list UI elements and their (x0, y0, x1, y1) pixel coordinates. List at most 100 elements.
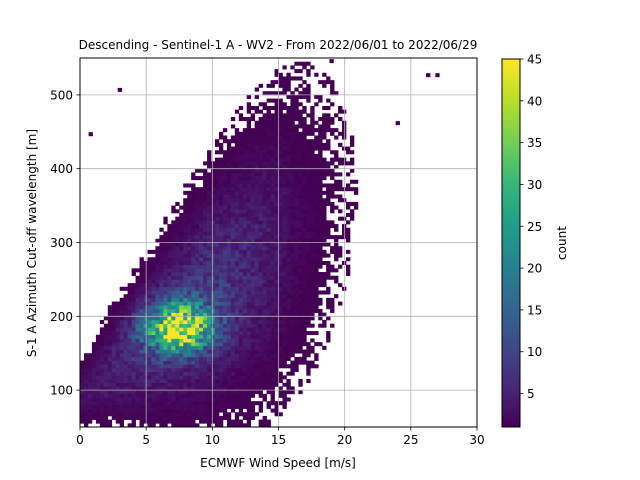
heatmap-cell (214, 382, 220, 387)
heatmap-cell (298, 290, 303, 295)
heatmap-cell (151, 349, 156, 354)
heatmap-cell (119, 360, 125, 365)
heatmap-cell (155, 327, 160, 332)
heatmap-cell (199, 408, 204, 413)
heatmap-cell (246, 168, 252, 173)
heatmap-cell (214, 257, 220, 262)
heatmap-cell (159, 297, 164, 302)
heatmap-cell (274, 404, 279, 409)
heatmap-cell (270, 135, 275, 140)
heatmap-cell (99, 397, 105, 402)
heatmap-cell (187, 275, 192, 280)
heatmap-cell (306, 176, 311, 181)
heatmap-cell (314, 209, 319, 214)
heatmap-cell (171, 423, 176, 427)
heatmap-cell (151, 323, 156, 328)
heatmap-cell (345, 238, 351, 243)
heatmap-cell (218, 386, 224, 391)
heatmap-cell (111, 364, 117, 369)
heatmap-cell (254, 172, 259, 177)
heatmap-cell (119, 327, 125, 332)
heatmap-cell (135, 390, 140, 395)
heatmap-cell (306, 212, 311, 218)
heatmap-cell (230, 242, 236, 247)
heatmap-cell (238, 235, 244, 240)
heatmap-cell (211, 231, 216, 236)
heatmap-cell (99, 349, 105, 354)
heatmap-cell (262, 415, 267, 420)
heatmap-cell (171, 272, 176, 277)
heatmap-cell (242, 216, 248, 221)
heatmap-cell (274, 179, 279, 184)
heatmap-cell (91, 382, 97, 387)
heatmap-cell (278, 349, 283, 354)
heatmap-cell (203, 356, 208, 361)
heatmap-cell (242, 253, 248, 258)
heatmap-cell (290, 183, 295, 188)
heatmap-cell (238, 146, 244, 151)
heatmap-cell (302, 209, 307, 214)
heatmap-cell (234, 231, 240, 236)
heatmap-cell (254, 268, 259, 273)
heatmap-cell (326, 227, 331, 232)
heatmap-cell (171, 386, 176, 391)
heatmap-cell (95, 382, 101, 387)
heatmap-cell (242, 290, 248, 295)
heatmap-cell (171, 371, 176, 376)
heatmap-cell (195, 312, 200, 317)
heatmap-cell (187, 397, 192, 402)
heatmap-cell (159, 382, 164, 387)
heatmap-cell (286, 87, 291, 92)
heatmap-cell (80, 412, 85, 417)
heatmap-cell (246, 238, 252, 243)
heatmap-cell (234, 331, 240, 336)
heatmap-cell (274, 139, 279, 144)
heatmap-cell (127, 283, 132, 288)
heatmap-cell (218, 242, 224, 247)
heatmap-cell (187, 316, 192, 321)
heatmap-cell (334, 113, 339, 118)
heatmap-cell (167, 246, 172, 251)
heatmap-cell (88, 132, 93, 137)
heatmap-cell (111, 367, 117, 372)
heatmap-cell (131, 360, 136, 365)
heatmap-cell (274, 194, 279, 199)
heatmap-cell (254, 212, 259, 218)
heatmap-cell (211, 238, 216, 243)
heatmap-cell (330, 91, 335, 96)
heatmap-cell (254, 187, 259, 192)
heatmap-cell (159, 360, 164, 365)
heatmap-cell (254, 305, 259, 310)
heatmap-cell (294, 238, 299, 243)
heatmap-cell (322, 131, 327, 136)
heatmap-cell (270, 334, 275, 339)
heatmap-cell (230, 353, 236, 358)
heatmap-cell (111, 334, 117, 339)
heatmap-cell (155, 371, 160, 376)
heatmap-cell (207, 227, 212, 232)
heatmap-cell (207, 157, 212, 162)
heatmap-cell (135, 331, 140, 336)
heatmap-cell (179, 342, 184, 347)
heatmap-cell (203, 364, 208, 369)
heatmap-cell (171, 338, 176, 343)
heatmap-cell (278, 305, 283, 310)
heatmap-cell (326, 220, 331, 225)
heatmap-cell (254, 345, 259, 350)
heatmap-cell (234, 190, 240, 195)
heatmap-cell (238, 353, 244, 358)
heatmap-cell (270, 124, 275, 129)
heatmap-cell (262, 209, 267, 214)
heatmap-cell (306, 187, 311, 192)
heatmap-cell (187, 349, 192, 354)
heatmap-cell (151, 423, 156, 427)
heatmap-cell (294, 142, 299, 147)
heatmap-cell (290, 331, 295, 336)
heatmap-cell (330, 205, 335, 210)
heatmap-cell (230, 231, 236, 236)
heatmap-cell (286, 172, 291, 177)
heatmap-cell (270, 327, 275, 332)
heatmap-cell (218, 260, 224, 265)
heatmap-cell (95, 360, 101, 365)
heatmap-cell (195, 176, 200, 181)
